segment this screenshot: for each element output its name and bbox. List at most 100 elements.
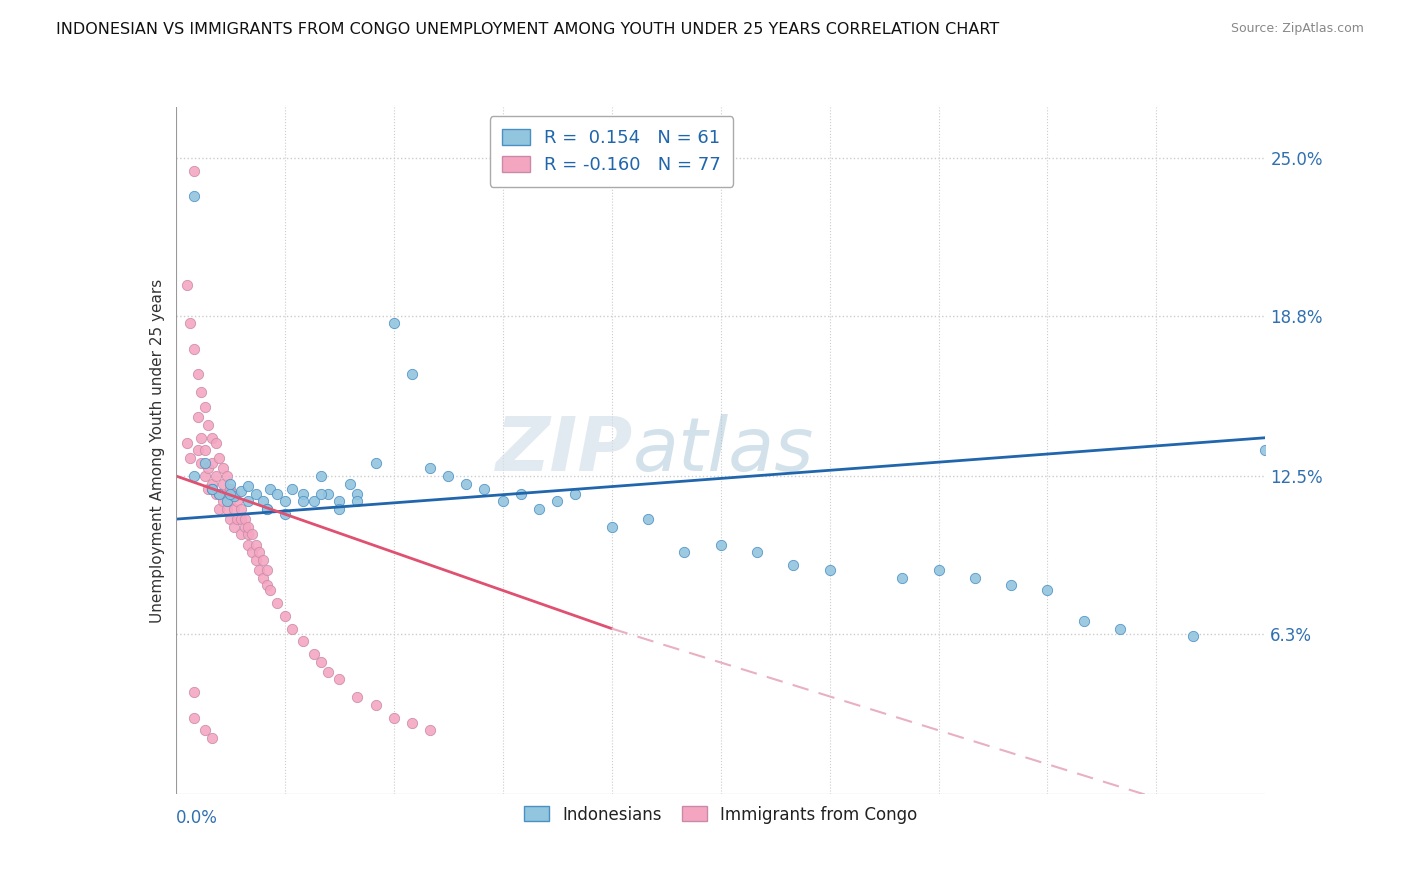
Point bbox=[240, 527, 263, 541]
Point bbox=[190, 384, 212, 399]
Point bbox=[673, 545, 696, 559]
Point bbox=[197, 417, 219, 432]
Point bbox=[183, 342, 205, 356]
Point bbox=[231, 502, 253, 516]
Point bbox=[186, 443, 209, 458]
Point bbox=[201, 482, 224, 496]
Point bbox=[401, 367, 423, 381]
Point bbox=[247, 545, 270, 559]
Point bbox=[186, 367, 209, 381]
Point bbox=[492, 494, 515, 508]
Point bbox=[259, 583, 281, 598]
Point bbox=[419, 461, 441, 475]
Point bbox=[818, 563, 841, 577]
Legend: Indonesians, Immigrants from Congo: Indonesians, Immigrants from Congo bbox=[513, 796, 928, 834]
Point bbox=[201, 476, 224, 491]
Point bbox=[179, 316, 201, 330]
Point bbox=[1109, 622, 1132, 636]
Point bbox=[183, 710, 205, 724]
Point bbox=[247, 563, 270, 577]
Point bbox=[302, 494, 325, 508]
Point bbox=[183, 189, 205, 203]
Point bbox=[600, 520, 623, 534]
Point bbox=[546, 494, 568, 508]
Point bbox=[259, 482, 281, 496]
Point bbox=[346, 690, 368, 705]
Point bbox=[179, 451, 201, 466]
Point bbox=[201, 431, 224, 445]
Point bbox=[190, 431, 212, 445]
Point bbox=[328, 494, 350, 508]
Point bbox=[238, 479, 260, 493]
Point bbox=[364, 698, 387, 712]
Point bbox=[710, 538, 733, 552]
Text: INDONESIAN VS IMMIGRANTS FROM CONGO UNEMPLOYMENT AMONG YOUTH UNDER 25 YEARS CORR: INDONESIAN VS IMMIGRANTS FROM CONGO UNEM… bbox=[56, 22, 1000, 37]
Point bbox=[274, 494, 297, 508]
Point bbox=[401, 715, 423, 730]
Point bbox=[222, 502, 245, 516]
Point bbox=[252, 494, 274, 508]
Point bbox=[212, 476, 235, 491]
Point bbox=[201, 731, 224, 745]
Point bbox=[238, 527, 260, 541]
Point bbox=[208, 451, 231, 466]
Point bbox=[745, 545, 768, 559]
Point bbox=[252, 553, 274, 567]
Point bbox=[194, 401, 217, 415]
Point bbox=[291, 634, 314, 648]
Point bbox=[238, 520, 260, 534]
Point bbox=[219, 476, 242, 491]
Point bbox=[1254, 443, 1277, 458]
Point bbox=[252, 571, 274, 585]
Point bbox=[186, 410, 209, 425]
Point bbox=[226, 512, 249, 526]
Point bbox=[281, 482, 304, 496]
Point bbox=[291, 494, 314, 508]
Point bbox=[215, 494, 238, 508]
Point bbox=[231, 512, 253, 526]
Point bbox=[1000, 578, 1022, 592]
Point bbox=[474, 482, 496, 496]
Point bbox=[382, 710, 405, 724]
Point bbox=[527, 502, 550, 516]
Point bbox=[212, 461, 235, 475]
Point bbox=[183, 685, 205, 699]
Point bbox=[219, 482, 242, 496]
Point bbox=[194, 443, 217, 458]
Point bbox=[309, 655, 332, 669]
Point bbox=[183, 163, 205, 178]
Point bbox=[963, 571, 986, 585]
Point bbox=[219, 494, 242, 508]
Point bbox=[194, 469, 217, 483]
Point bbox=[238, 494, 260, 508]
Point bbox=[212, 494, 235, 508]
Point bbox=[637, 512, 659, 526]
Point bbox=[1073, 614, 1095, 628]
Point bbox=[208, 486, 231, 500]
Point bbox=[891, 571, 914, 585]
Point bbox=[266, 486, 288, 500]
Point bbox=[318, 665, 340, 679]
Point bbox=[318, 486, 340, 500]
Point bbox=[437, 469, 460, 483]
Point bbox=[226, 494, 249, 508]
Point bbox=[208, 502, 231, 516]
Point bbox=[928, 563, 950, 577]
Point bbox=[266, 596, 288, 610]
Point bbox=[201, 482, 224, 496]
Point bbox=[231, 527, 253, 541]
Point bbox=[215, 486, 238, 500]
Point bbox=[245, 486, 267, 500]
Point bbox=[215, 502, 238, 516]
Text: ZIP: ZIP bbox=[496, 414, 633, 487]
Point bbox=[782, 558, 804, 572]
Point bbox=[190, 456, 212, 470]
Point bbox=[201, 456, 224, 470]
Point bbox=[564, 486, 586, 500]
Point bbox=[274, 608, 297, 623]
Point bbox=[364, 456, 387, 470]
Point bbox=[208, 486, 231, 500]
Point bbox=[256, 578, 278, 592]
Point bbox=[456, 476, 478, 491]
Point bbox=[245, 553, 267, 567]
